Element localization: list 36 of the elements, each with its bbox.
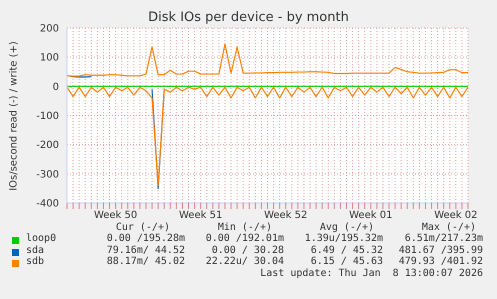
x-tick-label: Week 51	[179, 210, 222, 222]
text: 6.51m/217.23m	[404, 233, 483, 244]
x-tick-label: Week 02	[434, 210, 478, 222]
y-axis-title: IOs/second read (-) / write (+)	[8, 41, 20, 191]
text: Avg (-/+)	[320, 222, 374, 233]
text: 22.22u/ 30.04	[206, 256, 284, 267]
chart-title: Disk IOs per device - by month	[147, 10, 350, 25]
text: Min (-/+)	[218, 222, 272, 233]
text: 88.17m/ 45.02	[106, 256, 185, 267]
text: 6.15 / 45.63	[310, 256, 383, 267]
text: 0.00 / 30.28	[212, 244, 284, 256]
legend-label: sda	[26, 244, 44, 256]
text: Last update: Thu Jan 8 13:00:07 2026	[260, 268, 483, 279]
legend-label: loop0	[26, 233, 56, 244]
text: 479.93 /401.92	[398, 256, 483, 267]
y-tick-label: -400	[36, 198, 59, 210]
y-tick-label: -100	[36, 111, 59, 122]
text: Max (-/+)	[422, 222, 476, 233]
x-tick-label: Week 01	[349, 210, 392, 222]
legend-label: sdb	[26, 256, 44, 267]
y-tick-label: 0	[52, 82, 59, 93]
line-series	[66, 43, 469, 77]
text: 6.49 / 45.32	[310, 244, 383, 256]
y-tick-label: -200	[36, 140, 59, 152]
text: 79.16m/ 44.52	[106, 244, 185, 256]
text: 0.00 /192.01m	[206, 233, 284, 244]
text: Cur (-/+)	[116, 222, 170, 233]
y-tick-label: -300	[36, 169, 59, 180]
x-tick-label: Week 50	[94, 210, 138, 222]
text: 0.00 /195.28m	[106, 233, 185, 244]
text: 1.39u/195.32m	[304, 233, 383, 244]
y-tick-label: 200	[40, 24, 59, 35]
text: 481.67 /395.99	[398, 244, 483, 256]
line-series	[66, 86, 469, 186]
x-tick-label: Week 52	[264, 210, 308, 222]
y-tick-label: 100	[40, 52, 59, 64]
